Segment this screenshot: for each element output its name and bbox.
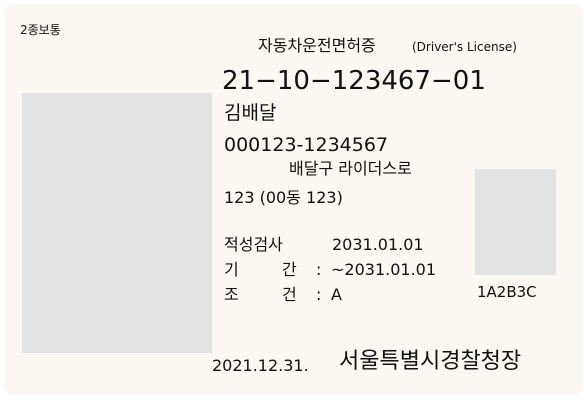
issuer-name: 서울특별시경찰청장: [339, 349, 522, 374]
condition-label-part-2: 건: [282, 285, 297, 304]
aptitude-test-label: 적성검사: [224, 235, 283, 254]
main-photo: [22, 93, 212, 353]
resident-number: 000123-1234567: [224, 134, 389, 156]
driver-license-card: 2종보통 자동차운전면허증 (Driver's License) 21−10−1…: [4, 4, 583, 395]
period-colon: :: [316, 260, 322, 279]
holder-name: 김배달: [224, 102, 277, 124]
period-label-part-1: 기: [224, 260, 239, 279]
address-line-2: 123 (00동 123): [224, 188, 343, 207]
serial-code: 1A2B3C: [477, 283, 537, 301]
ghost-photo: [475, 169, 556, 275]
condition-value: A: [331, 285, 342, 304]
license-class: 2종보통: [20, 23, 61, 37]
period-label-part-2: 간: [282, 260, 297, 279]
license-title-english: (Driver's License): [412, 40, 517, 54]
period-value: ~2031.01.01: [331, 260, 437, 279]
aptitude-test-date: 2031.01.01: [332, 235, 424, 254]
license-title: 자동차운전면허증: [258, 36, 376, 55]
condition-label-part-1: 조: [224, 285, 239, 304]
condition-colon: :: [316, 285, 322, 304]
license-number: 21−10−123467−01: [222, 66, 486, 96]
issue-date: 2021.12.31.: [212, 356, 309, 375]
address-line-1: 배달구 라이더스로: [289, 159, 412, 178]
